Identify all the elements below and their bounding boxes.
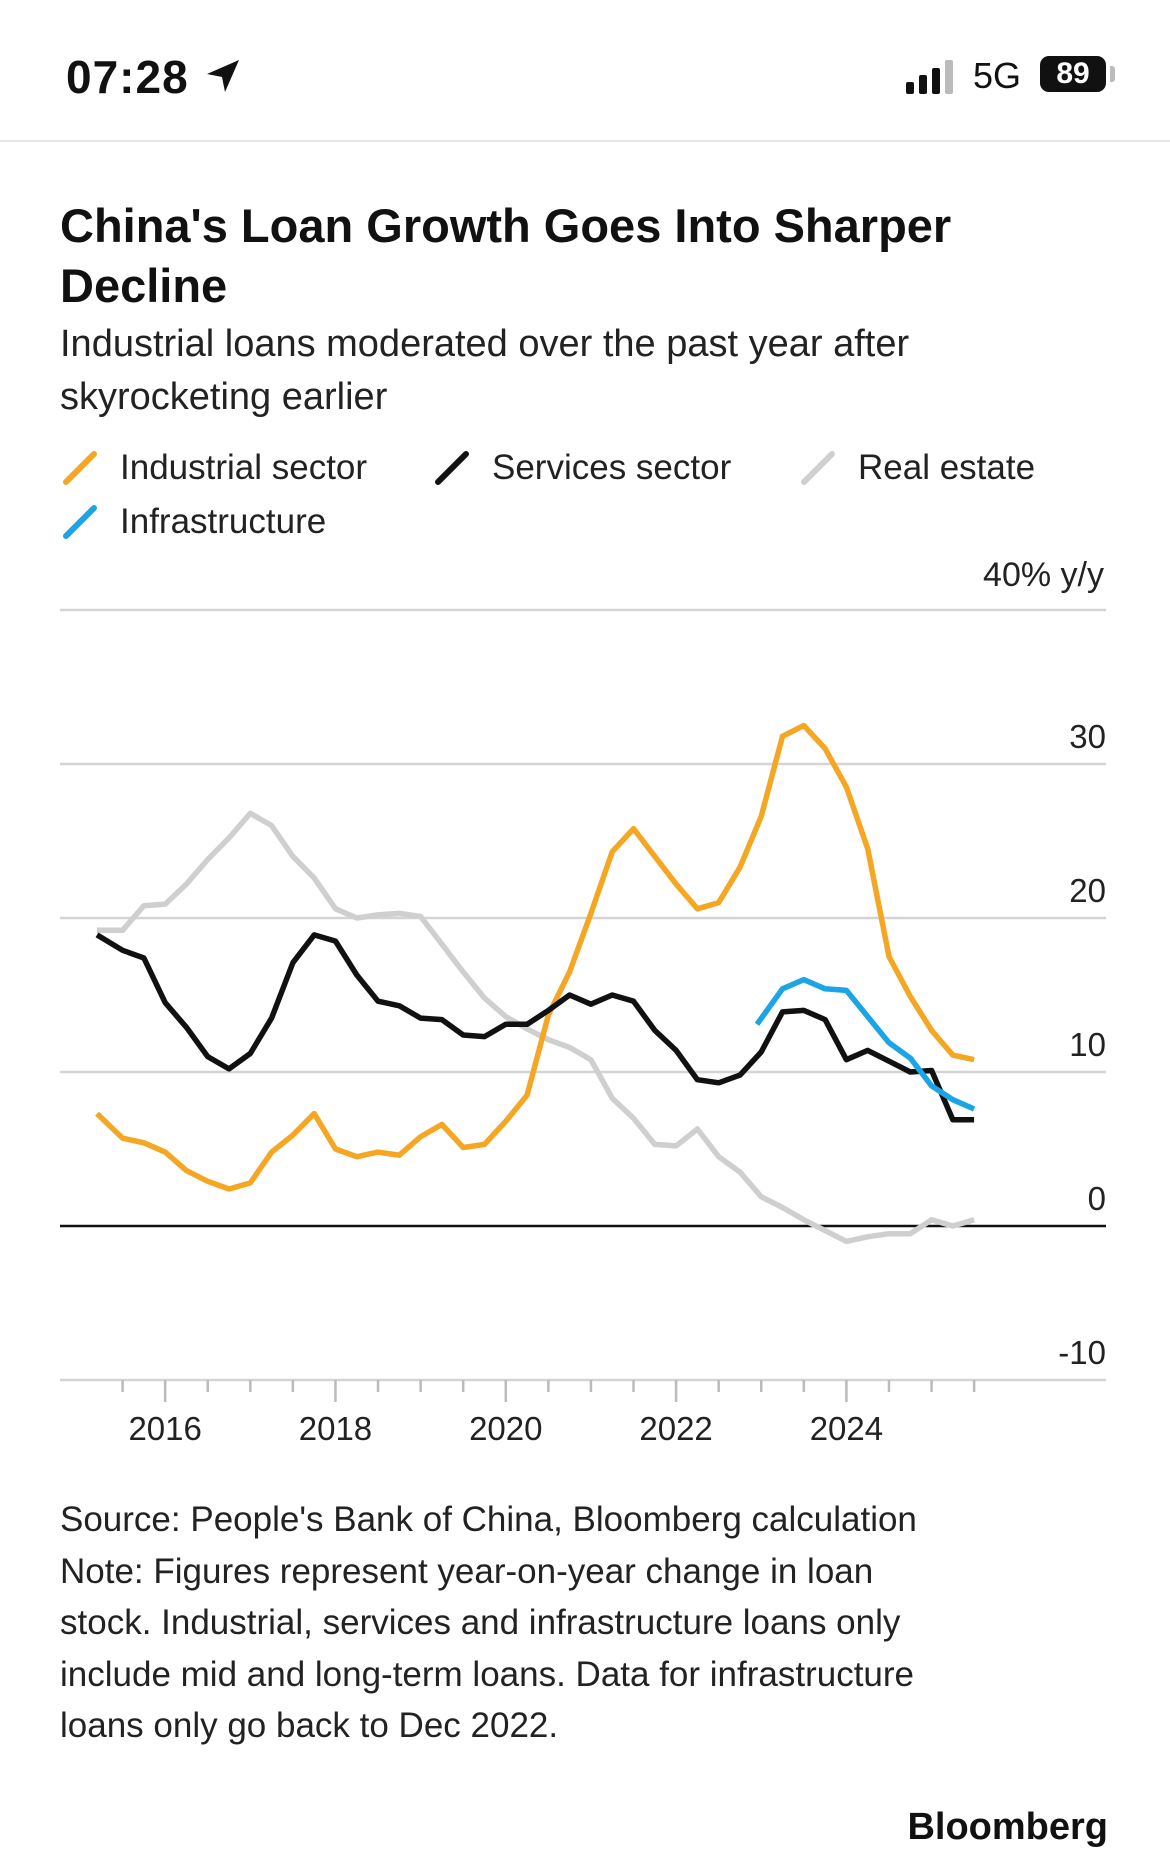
series-line-real-estate [97, 810, 975, 1245]
chart-footnotes: Source: People's Bank of China, Bloomber… [60, 1494, 930, 1752]
line-chart: -10 0 10 20 30 2016 2018 2020 2022 2024 [60, 608, 1106, 1447]
y-tick-label: 0 [1088, 1180, 1106, 1217]
legend-swatch-industrial [63, 451, 97, 485]
legend-swatch-real-estate [801, 451, 835, 485]
legend-label: Services sector [492, 448, 732, 487]
location-arrow-icon [207, 60, 239, 92]
y-tick-label: 10 [1069, 1026, 1106, 1063]
status-bar: 07:28 5G 89 [0, 0, 1170, 142]
note-text: Note: Figures represent year-on-year cha… [60, 1551, 915, 1746]
chart-subtitle: Industrial loans moderated over the past… [60, 323, 910, 418]
x-tick-label: 2020 [469, 1410, 542, 1447]
x-tick-label: 2024 [810, 1410, 883, 1447]
y-tick-label: -10 [1058, 1334, 1106, 1371]
y-axis-unit-label: 40% y/y [983, 556, 1104, 594]
legend-swatch-services [435, 451, 469, 485]
battery-icon: 89 [1040, 56, 1106, 92]
bloomberg-logo: Bloomberg [907, 1806, 1108, 1848]
legend-label: Industrial sector [120, 448, 368, 487]
y-tick-label: 30 [1069, 718, 1106, 755]
legend-swatch-infrastructure [63, 505, 97, 539]
series-line-infrastructure [754, 976, 976, 1112]
y-tick-label: 20 [1069, 872, 1106, 909]
source-text: Source: People's Bank of China, Bloomber… [60, 1500, 917, 1539]
battery-nub [1110, 66, 1115, 82]
x-tick-label: 2016 [128, 1410, 201, 1447]
x-tick-label: 2018 [299, 1410, 372, 1447]
chart-title: China's Loan Growth Goes Into Sharper De… [60, 199, 952, 312]
series-line-services-sector [95, 932, 975, 1123]
network-type: 5G [973, 55, 1022, 96]
signal-bars-icon [906, 60, 953, 94]
x-tick-label: 2022 [639, 1410, 712, 1447]
legend-label: Infrastructure [120, 502, 327, 541]
status-time: 07:28 [66, 51, 189, 103]
series-line-industrial-sector [95, 722, 975, 1192]
legend-label: Real estate [858, 448, 1036, 487]
